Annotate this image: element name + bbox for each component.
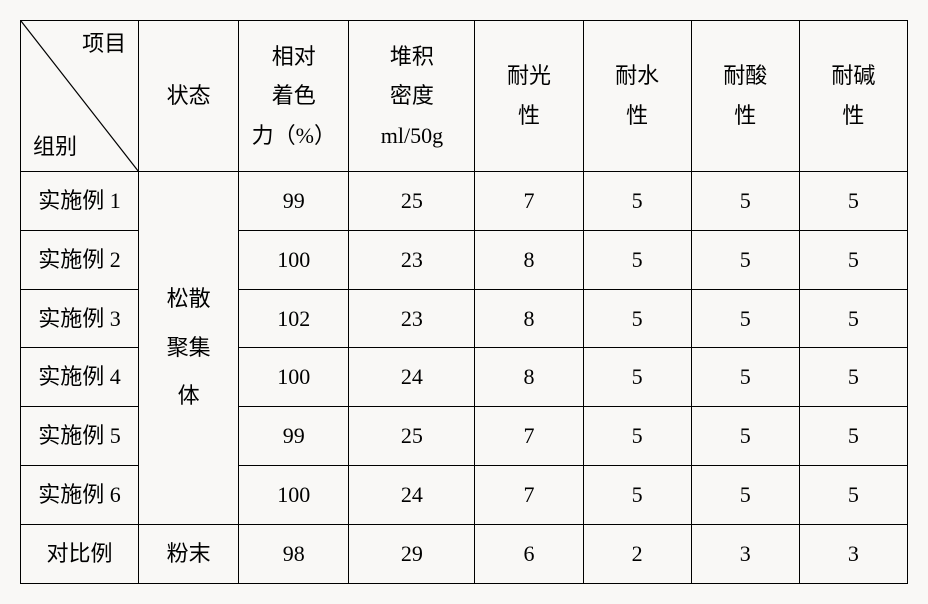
cell: 5 bbox=[583, 289, 691, 348]
col-header-density: 堆积密度ml/50g bbox=[349, 21, 475, 172]
row-label: 实施例 5 bbox=[21, 407, 139, 466]
cell: 5 bbox=[691, 465, 799, 524]
cell: 100 bbox=[239, 465, 349, 524]
table-row: 对比例 粉末 98 29 6 2 3 3 bbox=[21, 524, 908, 583]
cell: 5 bbox=[799, 465, 907, 524]
cell: 99 bbox=[239, 172, 349, 231]
cell: 5 bbox=[799, 230, 907, 289]
cell: 5 bbox=[691, 230, 799, 289]
row-label: 实施例 6 bbox=[21, 465, 139, 524]
cell: 100 bbox=[239, 230, 349, 289]
cell: 98 bbox=[239, 524, 349, 583]
cell: 23 bbox=[349, 289, 475, 348]
diag-bot-label: 组别 bbox=[33, 132, 77, 163]
cell: 2 bbox=[583, 524, 691, 583]
row-label: 实施例 4 bbox=[21, 348, 139, 407]
cell: 5 bbox=[799, 348, 907, 407]
cell: 8 bbox=[475, 348, 583, 407]
cell: 25 bbox=[349, 407, 475, 466]
data-table: 项目 组别 状态 相对着色力（%） 堆积密度ml/50g 耐光性 耐水性 耐酸性… bbox=[20, 20, 908, 584]
cell: 3 bbox=[799, 524, 907, 583]
row-label: 实施例 3 bbox=[21, 289, 139, 348]
cell: 7 bbox=[475, 172, 583, 231]
header-row: 项目 组别 状态 相对着色力（%） 堆积密度ml/50g 耐光性 耐水性 耐酸性… bbox=[21, 21, 908, 172]
cell: 5 bbox=[583, 407, 691, 466]
cell: 24 bbox=[349, 348, 475, 407]
cell: 5 bbox=[799, 407, 907, 466]
col-header-alkali: 耐碱性 bbox=[799, 21, 907, 172]
cell: 100 bbox=[239, 348, 349, 407]
row-label: 实施例 1 bbox=[21, 172, 139, 231]
cell: 5 bbox=[691, 348, 799, 407]
cell: 5 bbox=[691, 289, 799, 348]
cell: 8 bbox=[475, 230, 583, 289]
col-header-acid: 耐酸性 bbox=[691, 21, 799, 172]
cell: 3 bbox=[691, 524, 799, 583]
cell: 5 bbox=[583, 172, 691, 231]
cell: 5 bbox=[583, 230, 691, 289]
cell: 5 bbox=[583, 465, 691, 524]
col-header-water: 耐水性 bbox=[583, 21, 691, 172]
diag-header-cell: 项目 组别 bbox=[21, 21, 139, 172]
diag-top-label: 项目 bbox=[82, 29, 126, 60]
table-row: 实施例 1 松散聚集体 99 25 7 5 5 5 bbox=[21, 172, 908, 231]
row-label: 对比例 bbox=[21, 524, 139, 583]
cell: 5 bbox=[691, 407, 799, 466]
cell: 5 bbox=[799, 289, 907, 348]
col-header-light: 耐光性 bbox=[475, 21, 583, 172]
cell: 29 bbox=[349, 524, 475, 583]
cell: 6 bbox=[475, 524, 583, 583]
cell: 5 bbox=[691, 172, 799, 231]
cell: 5 bbox=[583, 348, 691, 407]
cell: 25 bbox=[349, 172, 475, 231]
cell: 23 bbox=[349, 230, 475, 289]
cell: 5 bbox=[799, 172, 907, 231]
col-header-state: 状态 bbox=[139, 21, 239, 172]
cell: 99 bbox=[239, 407, 349, 466]
state-cell: 粉末 bbox=[139, 524, 239, 583]
state-merged-cell: 松散聚集体 bbox=[139, 172, 239, 525]
cell: 24 bbox=[349, 465, 475, 524]
cell: 7 bbox=[475, 407, 583, 466]
col-header-tinting: 相对着色力（%） bbox=[239, 21, 349, 172]
row-label: 实施例 2 bbox=[21, 230, 139, 289]
cell: 8 bbox=[475, 289, 583, 348]
cell: 7 bbox=[475, 465, 583, 524]
cell: 102 bbox=[239, 289, 349, 348]
